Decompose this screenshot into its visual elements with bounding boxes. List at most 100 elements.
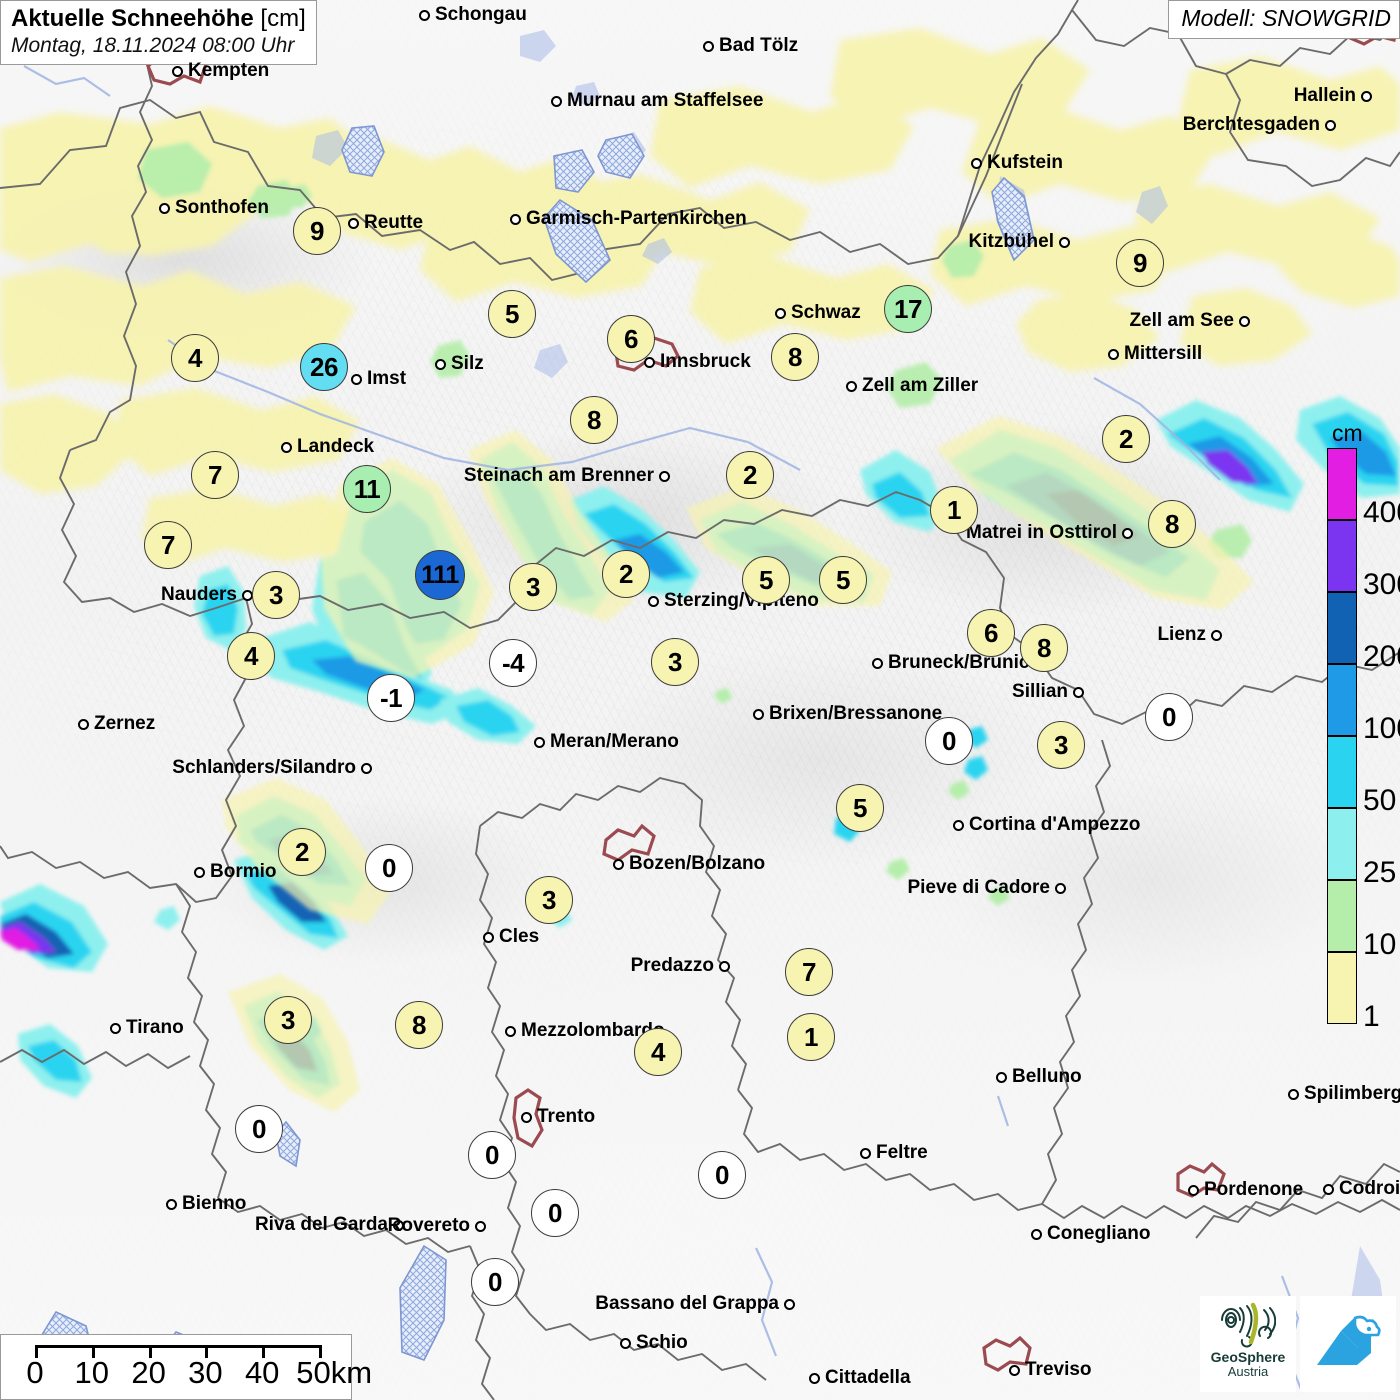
station-value-bubble[interactable]: 9 [293, 207, 341, 255]
city-marker[interactable]: Spilimbergo [1288, 1083, 1400, 1105]
station-value-bubble[interactable]: 3 [252, 571, 300, 619]
city-marker[interactable]: Predazzo [631, 955, 730, 977]
station-value-bubble[interactable]: 1 [930, 486, 978, 534]
city-marker[interactable]: Murnau am Staffelsee [551, 90, 763, 112]
station-value-bubble[interactable]: 8 [395, 1001, 443, 1049]
station-value-bubble[interactable]: 0 [1145, 693, 1193, 741]
city-marker[interactable]: Steinach am Brenner [464, 465, 670, 487]
station-value-bubble[interactable]: 4 [171, 334, 219, 382]
city-marker[interactable]: Zernez [78, 713, 155, 735]
city-marker[interactable]: Pordenone [1188, 1179, 1303, 1201]
station-value-bubble[interactable]: 3 [1037, 721, 1085, 769]
station-value-bubble[interactable]: 7 [144, 521, 192, 569]
city-marker[interactable]: Berchtesgaden [1183, 114, 1336, 136]
station-value-bubble[interactable]: 4 [634, 1028, 682, 1076]
city-marker[interactable]: Sterzing/Vipiteno [648, 590, 819, 612]
city-marker[interactable]: Bassano del Grappa [595, 1293, 795, 1315]
station-value-bubble[interactable]: 7 [191, 451, 239, 499]
station-value-bubble[interactable]: 3 [509, 563, 557, 611]
city-marker[interactable]: Schongau [419, 4, 527, 26]
city-marker[interactable]: Bormio [194, 861, 277, 883]
station-value-bubble[interactable]: 4 [227, 632, 275, 680]
station-value-bubble[interactable]: 5 [488, 290, 536, 338]
city-marker[interactable]: Landeck [281, 436, 374, 458]
city-marker[interactable]: Cortina d'Ampezzo [953, 814, 1140, 836]
city-marker[interactable]: Reutte [348, 212, 423, 234]
city-marker[interactable]: Schlanders/Silandro [172, 757, 372, 779]
city-marker[interactable]: Mittersill [1108, 343, 1202, 365]
city-marker[interactable]: Nauders [161, 584, 253, 606]
city-marker[interactable]: Zell am Ziller [846, 375, 978, 397]
station-value-bubble[interactable]: 17 [884, 285, 932, 333]
station-value-bubble[interactable]: 8 [570, 396, 618, 444]
city-marker[interactable]: Cittadella [809, 1367, 911, 1389]
city-marker[interactable]: Pieve di Cadore [907, 877, 1066, 899]
station-value-bubble[interactable]: 0 [925, 717, 973, 765]
station-value-bubble[interactable]: 9 [1116, 239, 1164, 287]
city-marker[interactable]: Kitzbühel [969, 231, 1070, 253]
station-value-bubble[interactable]: 0 [235, 1105, 283, 1153]
city-marker[interactable]: Rovereto [388, 1215, 486, 1237]
city-marker[interactable]: Mezzolombardo [505, 1020, 665, 1042]
city-marker[interactable]: Schio [620, 1332, 688, 1354]
station-value-bubble[interactable]: 6 [607, 315, 655, 363]
station-value-bubble[interactable]: 5 [836, 784, 884, 832]
station-value-bubble[interactable]: 3 [651, 638, 699, 686]
station-value-bubble[interactable]: 8 [1148, 500, 1196, 548]
city-marker[interactable]: Zell am See [1129, 310, 1250, 332]
city-marker[interactable]: Brixen/Bressanone [753, 703, 942, 725]
city-marker[interactable]: Kufstein [971, 152, 1063, 174]
city-marker[interactable]: Matrei in Osttirol [966, 522, 1133, 544]
station-value-bubble[interactable]: 0 [531, 1189, 579, 1237]
city-marker[interactable]: Bienno [166, 1193, 246, 1215]
city-marker[interactable]: Innsbruck [644, 351, 751, 373]
station-value-bubble[interactable]: 7 [785, 948, 833, 996]
city-marker[interactable]: Riva del Garda [255, 1214, 404, 1236]
station-value-bubble[interactable]: 26 [300, 343, 348, 391]
city-marker[interactable]: Sillian [1012, 681, 1084, 703]
city-marker[interactable]: Kempten [172, 60, 269, 82]
station-value-bubble[interactable]: 5 [819, 556, 867, 604]
city-label: Garmisch-Partenkirchen [526, 208, 747, 229]
station-value-bubble[interactable]: 6 [967, 609, 1015, 657]
station-value-bubble[interactable]: 11 [343, 465, 391, 513]
station-value-bubble[interactable]: 5 [742, 556, 790, 604]
station-value-bubble[interactable]: 0 [365, 844, 413, 892]
city-marker[interactable]: Sonthofen [159, 197, 269, 219]
city-marker[interactable]: Conegliano [1031, 1223, 1150, 1245]
station-value-bubble[interactable]: 2 [1102, 415, 1150, 463]
station-value-bubble[interactable]: -4 [489, 639, 537, 687]
station-value-bubble[interactable]: 0 [698, 1151, 746, 1199]
station-value-bubble[interactable]: 2 [602, 550, 650, 598]
station-value-bubble[interactable]: 2 [726, 451, 774, 499]
city-marker[interactable]: Garmisch-Partenkirchen [510, 208, 747, 230]
station-value-bubble[interactable]: 0 [471, 1258, 519, 1306]
city-marker[interactable]: Bruneck/Brunico [872, 652, 1041, 674]
city-marker[interactable]: Belluno [996, 1066, 1082, 1088]
city-dot-icon [361, 762, 372, 774]
city-marker[interactable]: Bozen/Bolzano [613, 853, 765, 875]
station-value-bubble[interactable]: 3 [525, 876, 573, 924]
city-marker[interactable]: Hallein [1294, 85, 1372, 107]
city-marker[interactable]: Lienz [1157, 624, 1222, 646]
station-value-bubble[interactable]: 111 [415, 550, 465, 600]
station-value-bubble[interactable]: 2 [278, 828, 326, 876]
city-marker[interactable]: Meran/Merano [534, 731, 679, 753]
city-marker[interactable]: Cles [483, 926, 539, 948]
city-label: Spilimbergo [1304, 1083, 1400, 1104]
city-marker[interactable]: Codroipo [1323, 1178, 1400, 1200]
station-value-bubble[interactable]: -1 [367, 674, 415, 722]
city-marker[interactable]: Trento [521, 1106, 595, 1128]
station-value-bubble[interactable]: 3 [264, 996, 312, 1044]
city-marker[interactable]: Schwaz [775, 302, 861, 324]
city-marker[interactable]: Silz [435, 353, 484, 375]
city-marker[interactable]: Bad Tölz [703, 35, 798, 57]
station-value-bubble[interactable]: 0 [468, 1131, 516, 1179]
city-marker[interactable]: Tirano [110, 1017, 184, 1039]
city-marker[interactable]: Imst [351, 368, 406, 390]
station-value-bubble[interactable]: 8 [1020, 624, 1068, 672]
city-marker[interactable]: Feltre [860, 1142, 928, 1164]
city-marker[interactable]: Treviso [1009, 1359, 1092, 1381]
station-value-bubble[interactable]: 8 [771, 333, 819, 381]
station-value-bubble[interactable]: 1 [787, 1013, 835, 1061]
